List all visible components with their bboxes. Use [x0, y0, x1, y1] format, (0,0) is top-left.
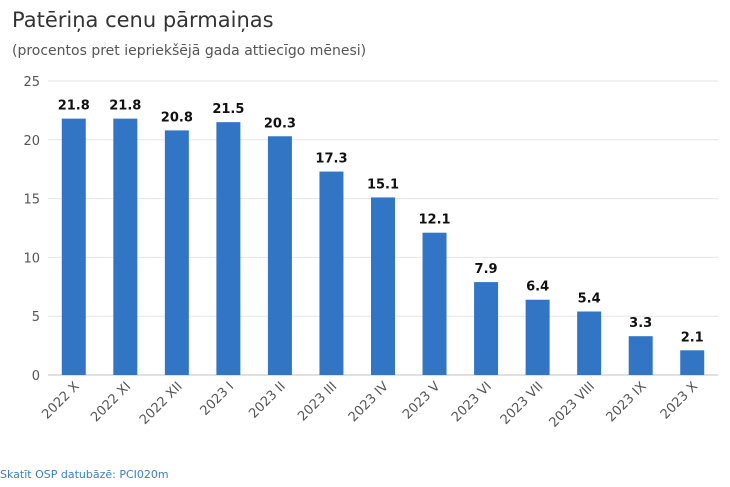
bar[interactable] — [61, 118, 86, 375]
bar[interactable] — [680, 350, 705, 375]
y-tick-label: 0 — [32, 369, 40, 384]
bar[interactable] — [113, 118, 138, 375]
data-labels: 21.8 21.8 20.8 21.5 20.3 17.3 15.1 12.1 7.9 6.4 5.… — [58, 99, 704, 346]
data-label: 2.1 — [681, 330, 704, 345]
chart-title: Patēriņa cenu pārmaiņas — [12, 8, 274, 32]
data-label: 5.4 — [578, 291, 601, 306]
x-tick-label: 2023 IV — [346, 379, 392, 425]
data-label: 21.8 — [109, 99, 141, 114]
chart-subtitle: (procentos pret iepriekšējā gada attiecī… — [12, 43, 367, 59]
bar[interactable] — [319, 171, 344, 375]
x-tick-label: 2023 X — [658, 379, 701, 422]
x-tick-label: 2022 XII — [137, 379, 186, 428]
data-label: 6.4 — [526, 280, 549, 295]
bar[interactable] — [474, 282, 499, 375]
bar[interactable] — [371, 197, 395, 375]
data-label: 21.5 — [212, 102, 244, 117]
x-tick-label: 2023 VI — [449, 379, 495, 425]
x-tick-label: 2023 II — [246, 379, 288, 421]
x-tick-label: 2023 IX — [604, 379, 650, 425]
bar[interactable] — [422, 232, 447, 375]
y-tick-label: 20 — [23, 134, 40, 149]
bar[interactable] — [267, 136, 292, 375]
x-tick-label: 2023 I — [198, 379, 238, 419]
x-tick-label: 2022 X — [39, 379, 82, 422]
x-axis-ticks: 2022 X 2022 XI 2022 XII 2023 I 2023 II 2023 I… — [39, 379, 701, 430]
y-tick-label: 25 — [23, 75, 40, 90]
data-label: 17.3 — [315, 152, 347, 167]
data-label: 12.1 — [418, 213, 450, 228]
data-label: 3.3 — [629, 316, 652, 331]
y-tick-label: 10 — [23, 251, 40, 266]
data-label: 7.9 — [475, 262, 498, 277]
bar[interactable] — [628, 336, 653, 375]
x-tick-label: 2023 III — [295, 379, 340, 424]
y-axis-ticks: 0 5 10 15 20 25 — [23, 75, 40, 384]
data-label: 20.8 — [161, 110, 193, 125]
bar[interactable] — [577, 311, 602, 375]
bar[interactable] — [216, 122, 241, 375]
x-tick-label: 2023 VII — [498, 379, 547, 428]
bars — [61, 118, 705, 375]
database-source-link[interactable]: Skatīt OSP datubāzē: PCI020m — [0, 468, 169, 481]
data-label: 15.1 — [367, 177, 399, 192]
bar[interactable] — [164, 130, 189, 375]
x-tick-label: 2022 XI — [88, 379, 134, 425]
x-tick-label: 2023 VIII — [547, 379, 598, 430]
y-tick-label: 15 — [23, 193, 40, 208]
x-tick-label: 2023 V — [400, 379, 443, 422]
bar[interactable] — [525, 299, 550, 375]
data-label: 21.8 — [58, 99, 90, 114]
data-label: 20.3 — [264, 116, 296, 131]
y-tick-label: 5 — [32, 310, 40, 325]
